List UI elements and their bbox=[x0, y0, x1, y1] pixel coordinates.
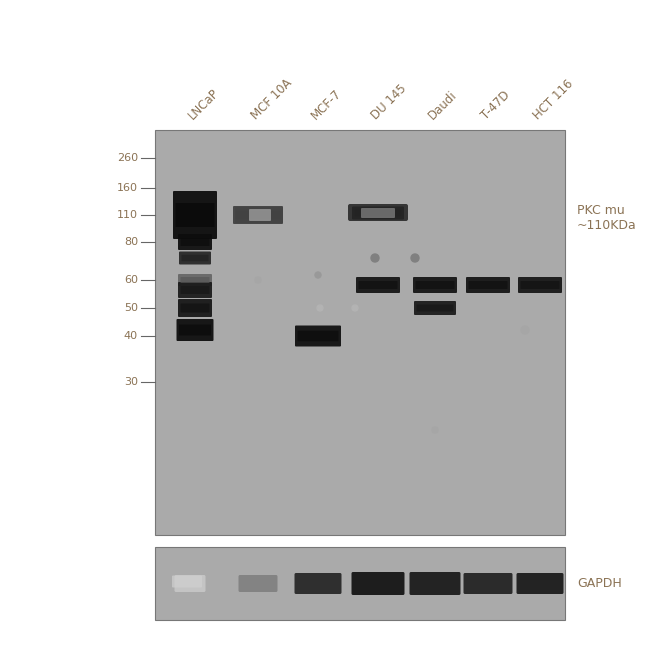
FancyBboxPatch shape bbox=[517, 573, 564, 594]
FancyBboxPatch shape bbox=[178, 234, 212, 250]
FancyBboxPatch shape bbox=[298, 331, 339, 341]
FancyBboxPatch shape bbox=[179, 324, 211, 336]
FancyBboxPatch shape bbox=[181, 277, 209, 283]
FancyBboxPatch shape bbox=[178, 282, 212, 298]
FancyBboxPatch shape bbox=[173, 191, 217, 239]
Text: DU 145: DU 145 bbox=[369, 82, 409, 122]
Text: 80: 80 bbox=[124, 237, 138, 247]
FancyBboxPatch shape bbox=[174, 575, 205, 592]
FancyBboxPatch shape bbox=[348, 204, 408, 221]
FancyBboxPatch shape bbox=[235, 211, 281, 220]
FancyBboxPatch shape bbox=[179, 252, 211, 264]
FancyBboxPatch shape bbox=[295, 326, 341, 347]
Circle shape bbox=[411, 254, 419, 262]
FancyBboxPatch shape bbox=[417, 305, 454, 311]
FancyBboxPatch shape bbox=[172, 576, 202, 587]
Text: 110: 110 bbox=[117, 210, 138, 220]
Circle shape bbox=[352, 305, 358, 311]
FancyBboxPatch shape bbox=[294, 573, 341, 594]
FancyBboxPatch shape bbox=[181, 255, 209, 261]
FancyBboxPatch shape bbox=[415, 281, 454, 289]
Bar bbox=[155, 547, 565, 620]
FancyBboxPatch shape bbox=[178, 274, 212, 286]
FancyBboxPatch shape bbox=[249, 209, 271, 221]
Text: 60: 60 bbox=[124, 275, 138, 285]
Circle shape bbox=[315, 272, 321, 278]
Circle shape bbox=[521, 326, 529, 334]
FancyBboxPatch shape bbox=[413, 277, 457, 293]
Text: 160: 160 bbox=[117, 183, 138, 193]
FancyBboxPatch shape bbox=[177, 319, 213, 341]
FancyBboxPatch shape bbox=[518, 277, 562, 293]
Circle shape bbox=[432, 427, 438, 433]
FancyBboxPatch shape bbox=[469, 281, 508, 289]
Text: LNCaP: LNCaP bbox=[186, 86, 222, 122]
FancyBboxPatch shape bbox=[181, 238, 209, 246]
FancyBboxPatch shape bbox=[178, 299, 212, 317]
FancyBboxPatch shape bbox=[235, 207, 259, 223]
Text: PKC mu
~110KDa: PKC mu ~110KDa bbox=[577, 204, 637, 232]
Text: HCT 116: HCT 116 bbox=[531, 77, 576, 122]
FancyBboxPatch shape bbox=[233, 206, 283, 224]
Text: MCF 10A: MCF 10A bbox=[249, 77, 294, 122]
FancyBboxPatch shape bbox=[356, 277, 400, 293]
FancyBboxPatch shape bbox=[361, 208, 395, 218]
FancyBboxPatch shape bbox=[414, 301, 456, 315]
FancyBboxPatch shape bbox=[466, 277, 510, 293]
Circle shape bbox=[371, 254, 379, 262]
FancyBboxPatch shape bbox=[354, 210, 402, 216]
Text: Daudi: Daudi bbox=[426, 88, 460, 122]
FancyBboxPatch shape bbox=[352, 572, 404, 595]
FancyBboxPatch shape bbox=[463, 573, 512, 594]
FancyBboxPatch shape bbox=[181, 286, 209, 294]
Text: 260: 260 bbox=[117, 153, 138, 163]
Text: MCF-7: MCF-7 bbox=[309, 87, 344, 122]
Text: 30: 30 bbox=[124, 377, 138, 387]
FancyBboxPatch shape bbox=[239, 575, 278, 592]
FancyBboxPatch shape bbox=[259, 207, 283, 223]
Bar bbox=[155, 130, 565, 535]
Circle shape bbox=[317, 305, 323, 311]
Text: 40: 40 bbox=[124, 331, 138, 341]
FancyBboxPatch shape bbox=[181, 303, 209, 313]
FancyBboxPatch shape bbox=[410, 572, 460, 595]
FancyBboxPatch shape bbox=[352, 207, 404, 220]
FancyBboxPatch shape bbox=[521, 281, 560, 289]
Circle shape bbox=[255, 277, 261, 283]
FancyBboxPatch shape bbox=[176, 203, 214, 227]
Text: GAPDH: GAPDH bbox=[577, 577, 622, 590]
FancyBboxPatch shape bbox=[359, 281, 398, 289]
Text: T-47D: T-47D bbox=[479, 88, 512, 122]
Text: 50: 50 bbox=[124, 303, 138, 313]
